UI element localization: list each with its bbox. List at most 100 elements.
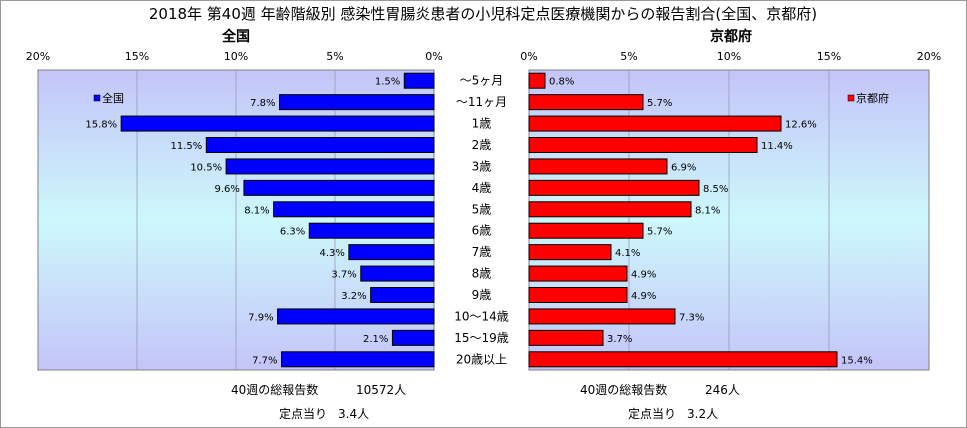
footer-kyoto-total-value: 246人 <box>705 383 740 397</box>
category-label: ～11ヶ月 <box>456 95 507 109</box>
value-label-national: 1.5% <box>375 77 400 88</box>
value-label-national: 7.9% <box>248 312 273 323</box>
category-label: 9歳 <box>472 288 492 302</box>
value-label-national: 2.1% <box>363 334 388 345</box>
x-tick-label-national: 10% <box>224 50 248 63</box>
value-label-national: 3.2% <box>341 291 366 302</box>
category-label: 8歳 <box>472 267 492 281</box>
footer-national-total-label: 40週の総報告数 <box>231 382 318 397</box>
x-tick-label-kyoto: 10% <box>717 50 741 63</box>
value-label-national: 11.5% <box>171 141 203 152</box>
value-label-kyoto: 0.8% <box>549 77 574 88</box>
value-label-kyoto: 11.4% <box>761 141 793 152</box>
bar-national <box>273 201 435 218</box>
category-label: 6歳 <box>472 224 492 238</box>
footer-national: 40週の総報告数 10572人 定点当り 3.4人 <box>231 382 406 421</box>
value-label-national: 3.7% <box>331 270 356 281</box>
footer-national-per-site-value: 3.4人 <box>338 407 369 421</box>
value-label-national: 8.1% <box>244 205 269 216</box>
value-label-national: 7.8% <box>250 98 275 109</box>
bar-kyoto <box>528 265 628 282</box>
x-tick-label-national: 0% <box>425 50 442 63</box>
category-label: 5歳 <box>472 202 492 216</box>
footer-kyoto: 40週の総報告数 246人 定点当り 3.2人 <box>580 382 740 421</box>
value-label-national: 9.6% <box>215 184 240 195</box>
bar-national <box>205 137 435 153</box>
value-label-kyoto: 8.1% <box>695 205 720 216</box>
legend-label-national: 全国 <box>102 91 124 105</box>
bar-national <box>243 179 435 196</box>
footer-kyoto-per-site-value: 3.2人 <box>687 407 718 421</box>
bar-kyoto <box>528 72 546 89</box>
bar-kyoto <box>528 115 782 132</box>
category-label: 20歳以上 <box>456 352 507 366</box>
bar-national <box>120 115 435 132</box>
x-tick-label-national: 15% <box>125 50 149 63</box>
category-label: 2歳 <box>472 138 492 152</box>
bar-kyoto <box>528 94 644 111</box>
value-label-kyoto: 15.4% <box>841 355 873 366</box>
bar-kyoto <box>528 158 668 175</box>
legend-label-kyoto: 京都府 <box>856 91 889 105</box>
value-label-national: 6.3% <box>280 227 305 238</box>
value-label-kyoto: 4.9% <box>631 270 656 281</box>
footer-national-per-site-label: 定点当り <box>279 406 327 421</box>
category-label: 7歳 <box>472 245 492 259</box>
legend-national: 全国 <box>93 91 124 105</box>
value-label-national: 7.7% <box>252 355 277 366</box>
bar-national <box>391 329 435 346</box>
footer-kyoto-total-label: 40週の総報告数 <box>580 382 667 397</box>
panel-title-kyoto: 京都府 <box>710 28 752 45</box>
bar-national <box>360 265 435 282</box>
bar-kyoto <box>528 222 644 239</box>
x-tick-label-national: 20% <box>26 50 50 63</box>
bar-kyoto <box>528 179 700 196</box>
value-label-kyoto: 4.1% <box>615 248 640 259</box>
category-label: 10～14歳 <box>454 309 509 323</box>
legend-kyoto: 京都府 <box>847 91 889 105</box>
footer-national-total-value: 10572人 <box>356 383 406 397</box>
value-label-kyoto: 4.9% <box>631 291 656 302</box>
bar-national <box>225 158 435 175</box>
value-label-kyoto: 5.7% <box>647 227 672 238</box>
category-label: 3歳 <box>472 159 492 173</box>
bar-national <box>370 287 435 303</box>
x-tick-label-kyoto: 20% <box>917 50 941 63</box>
value-label-kyoto: 12.6% <box>785 120 817 131</box>
legend-swatch-kyoto <box>847 94 855 102</box>
value-label-national: 4.3% <box>319 248 344 259</box>
bar-national <box>348 244 435 261</box>
bar-national <box>277 308 435 325</box>
value-label-kyoto: 6.9% <box>671 162 696 173</box>
category-label: 1歳 <box>472 117 492 131</box>
panel-title-national: 全国 <box>221 28 250 45</box>
chart-title: 2018年 第40週 年齢階級別 感染性胃腸炎患者の小児科定点医療機関からの報告… <box>149 5 817 23</box>
bar-kyoto <box>528 308 676 325</box>
bar-national <box>403 72 435 89</box>
category-label: 4歳 <box>472 181 492 195</box>
bar-national <box>279 94 435 111</box>
bar-kyoto <box>528 201 692 218</box>
x-tick-label-national: 5% <box>326 50 343 63</box>
x-tick-label-kyoto: 5% <box>620 50 637 63</box>
bar-kyoto <box>528 244 612 261</box>
x-tick-label-kyoto: 15% <box>817 50 841 63</box>
bar-kyoto <box>528 287 628 303</box>
bar-national <box>308 222 435 239</box>
category-label: 15～19歳 <box>454 331 509 345</box>
bar-kyoto <box>528 137 758 153</box>
value-label-kyoto: 8.5% <box>703 184 728 195</box>
category-label: ～5ヶ月 <box>460 74 504 88</box>
x-tick-label-kyoto: 0% <box>520 50 537 63</box>
value-label-national: 10.5% <box>190 162 222 173</box>
footer-kyoto-per-site-label: 定点当り <box>628 406 676 421</box>
bar-kyoto <box>528 351 838 368</box>
value-label-national: 15.8% <box>85 120 117 131</box>
bar-national <box>281 351 435 368</box>
value-label-kyoto: 5.7% <box>647 98 672 109</box>
bar-kyoto <box>528 329 604 346</box>
value-label-kyoto: 3.7% <box>607 334 632 345</box>
legend-swatch-national <box>93 94 101 102</box>
value-label-kyoto: 7.3% <box>679 312 704 323</box>
